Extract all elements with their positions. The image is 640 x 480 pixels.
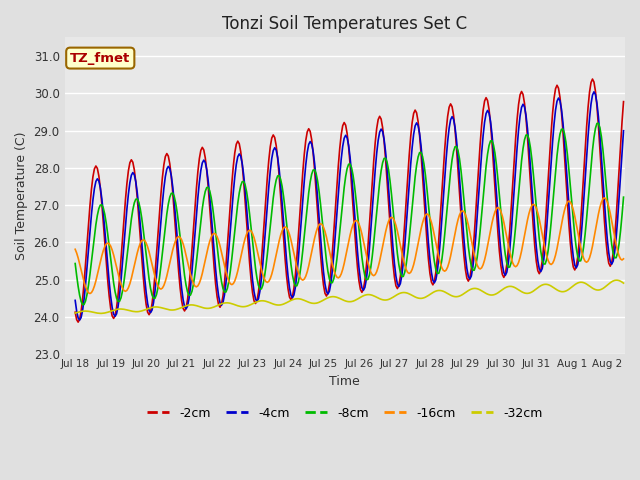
X-axis label: Time: Time (330, 374, 360, 387)
Y-axis label: Soil Temperature (C): Soil Temperature (C) (15, 132, 28, 260)
Text: TZ_fmet: TZ_fmet (70, 51, 131, 65)
Legend: -2cm, -4cm, -8cm, -16cm, -32cm: -2cm, -4cm, -8cm, -16cm, -32cm (142, 402, 548, 424)
Title: Tonzi Soil Temperatures Set C: Tonzi Soil Temperatures Set C (222, 15, 467, 33)
